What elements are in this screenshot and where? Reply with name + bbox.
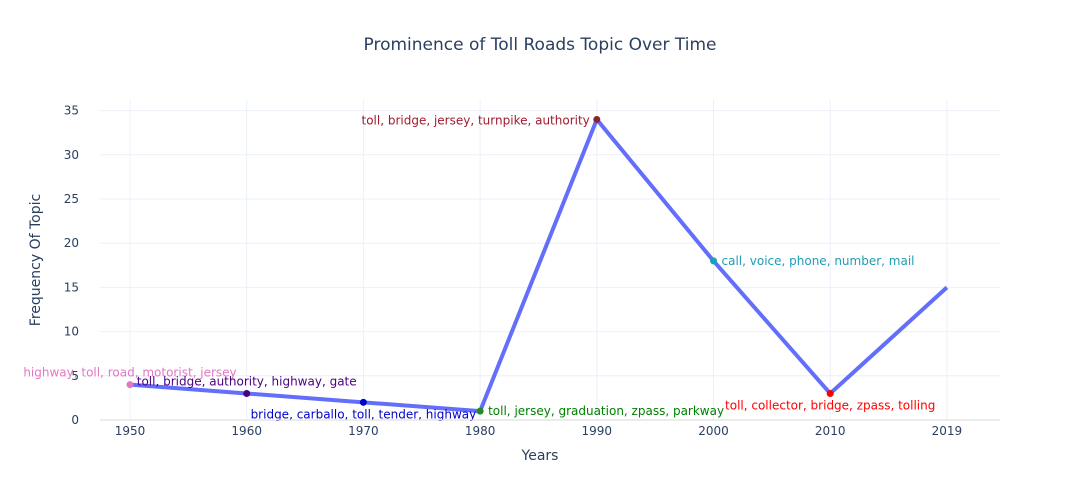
y-tick-label: 0 [71, 413, 79, 427]
y-tick-label: 20 [64, 236, 79, 250]
data-point [826, 389, 834, 397]
data-point [476, 407, 484, 415]
data-point-label: highway, toll, road, motorist, jersey [23, 366, 236, 380]
data-point-label: toll, collector, bridge, zpass, tolling [725, 398, 935, 412]
line-layer [129, 117, 949, 414]
y-tick-label: 25 [64, 192, 79, 206]
data-point [243, 389, 251, 397]
y-tick-label: 30 [64, 148, 79, 162]
data-point-label: toll, jersey, graduation, zpass, parkway [488, 404, 724, 418]
data-point [593, 115, 601, 123]
data-point-label: toll, bridge, jersey, turnpike, authorit… [361, 113, 589, 127]
axis-layer: 1950 1960 1970 1980 1990 2000 2010 2019 0 5 10 15 20… [64, 104, 1000, 438]
x-tick-label: 1960 [231, 424, 262, 438]
y-tick-label: 15 [64, 280, 79, 294]
grid-layer [100, 100, 1000, 420]
x-tick-label: 1990 [582, 424, 613, 438]
data-point-label: bridge, carballo, toll, tender, highway [251, 407, 477, 421]
x-tick-label: 2010 [815, 424, 846, 438]
y-tick-label: 35 [64, 104, 79, 118]
x-tick-label: 1950 [115, 424, 146, 438]
data-point-label: call, voice, phone, number, mail [722, 254, 915, 268]
data-point [126, 381, 134, 389]
x-tick-label: 1980 [465, 424, 496, 438]
point-labels-layer: highway, toll, road, motorist, jerseytol… [23, 113, 935, 421]
y-tick-label: 10 [64, 325, 79, 339]
x-tick-label: 2019 [932, 424, 963, 438]
data-point [359, 398, 367, 406]
data-point [710, 257, 717, 265]
x-tick-label: 1970 [348, 424, 379, 438]
chart-title: Prominence of Toll Roads Topic Over Time [364, 35, 717, 55]
y-axis-title: Frequency Of Topic [28, 194, 44, 326]
x-axis-title: Years [521, 448, 559, 464]
data-point-label: toll, bridge, authority, highway, gate [137, 374, 357, 388]
points-layer [126, 115, 834, 415]
y-tick-label: 5 [71, 369, 79, 383]
x-tick-label: 2000 [698, 424, 729, 438]
series-line [129, 117, 949, 414]
